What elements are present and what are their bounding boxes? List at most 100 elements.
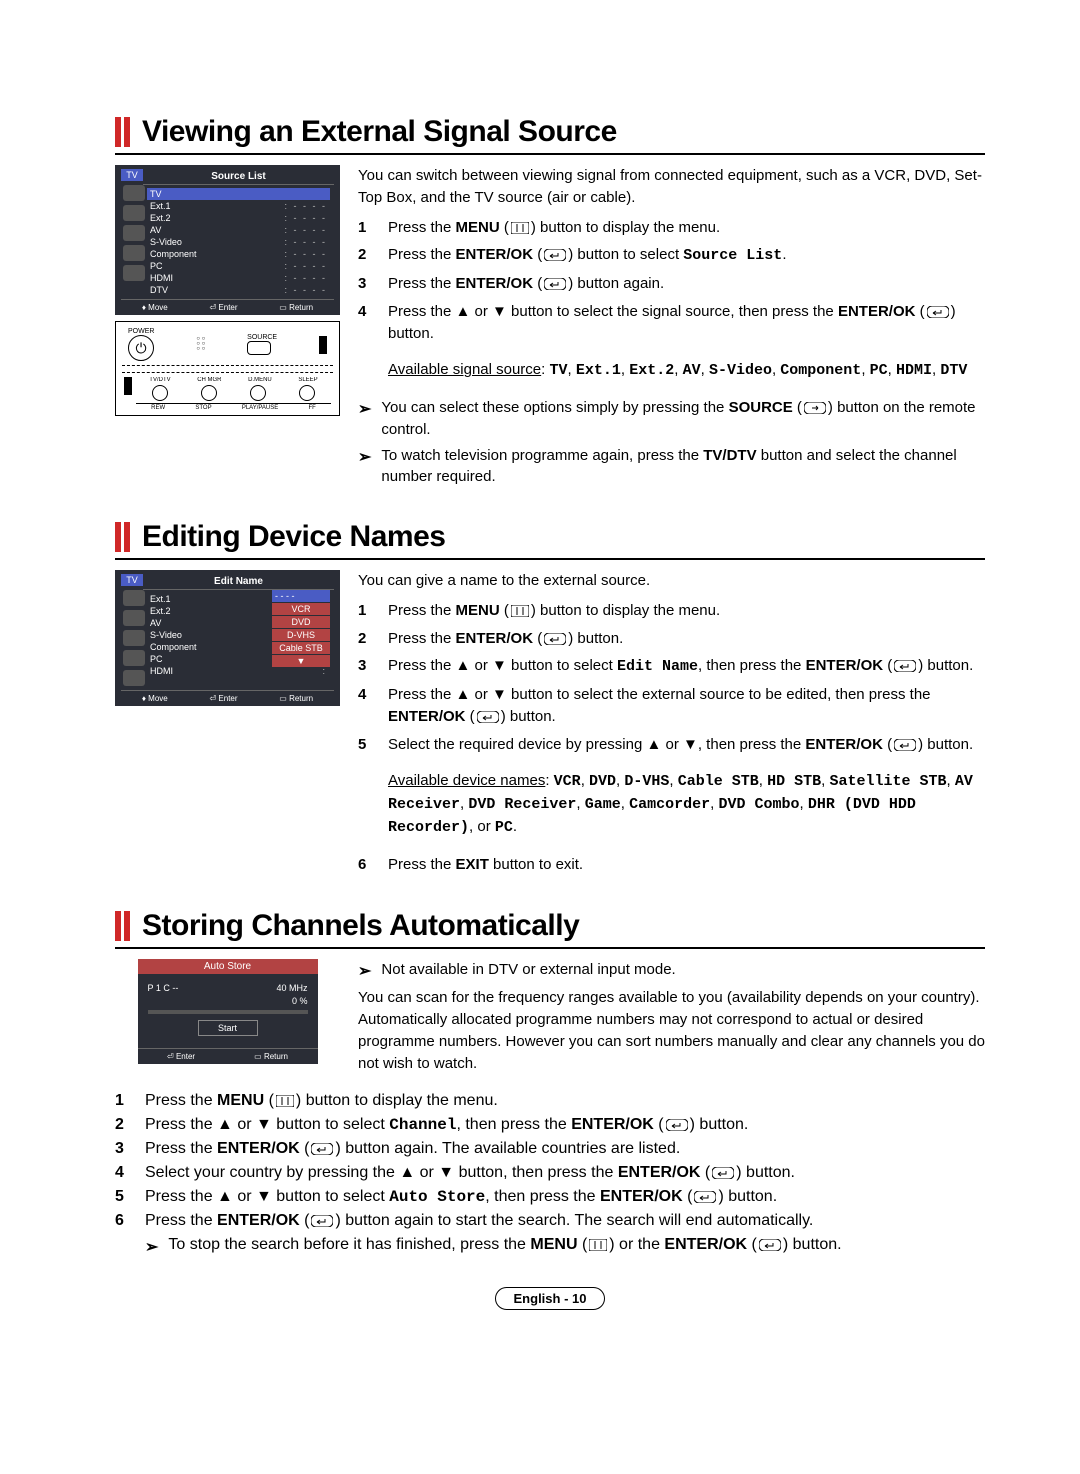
step-text: Press the ENTER/OK () button again to st… [145, 1212, 985, 1230]
step-number: 3 [358, 655, 374, 678]
osd-row: Ext.1: - - - - [147, 200, 330, 212]
remote-source-icon [247, 341, 271, 355]
step-text: Press the ▲ or ▼ button to select Auto S… [145, 1188, 985, 1206]
section-title-row: Storing Channels Automatically [115, 909, 985, 949]
step-text: Press the MENU () button to display the … [388, 600, 985, 622]
osd-foot-hint: ▭ Return [279, 303, 313, 312]
step-number: 2 [115, 1116, 131, 1134]
step-number: 4 [115, 1164, 131, 1182]
note-arrow-icon: ➢ [358, 446, 371, 489]
note-arrow-icon: ➢ [358, 960, 371, 983]
step-item: 2 Press the ENTER/OK () button to select … [358, 244, 985, 267]
remote-button-label: PLAY/PAUSE [242, 405, 278, 411]
step-item: 1Press the MENU () button to display the… [358, 217, 985, 239]
osd-foot-hint: ⏎ Enter [167, 1052, 195, 1061]
note-text: You can select these options simply by p… [381, 397, 985, 441]
note-row: ➢To watch television programme again, pr… [358, 445, 985, 489]
osd-foot-hint: ▭ Return [279, 694, 313, 703]
step-number: 4 [358, 684, 374, 728]
step-item: 6 Press the EXIT button to exit. [358, 854, 985, 876]
remote-diagram: POWER ○ ○○ ○○ ○ SOURCE TV/DTVC [115, 321, 340, 416]
remote-power-label: POWER [128, 328, 154, 335]
step-text: Press the ▲ or ▼ button to select Channe… [145, 1116, 985, 1134]
remote-arrow-icon-2 [124, 377, 132, 395]
step-text: Press the ENTER/OK () button again. The … [145, 1140, 985, 1158]
step-item: 5 Press the ▲ or ▼ button to select Auto … [115, 1188, 985, 1206]
step-item: 3Press the ENTER/OK () button again. The… [115, 1140, 985, 1158]
step-item: 3Press the ENTER/OK () button again. [358, 273, 985, 295]
step-number: 2 [358, 244, 374, 267]
osd-prog-label: P 1 C -- [148, 983, 179, 993]
osd-edit-name: TV Edit Name Ext.1:Ext.2:AV:S-Video:Comp… [115, 570, 340, 706]
title-bars-icon [115, 117, 130, 149]
section-title: Storing Channels Automatically [142, 909, 579, 943]
section3-intro: You can scan for the frequency ranges av… [358, 987, 985, 1074]
osd-popup-item: VCR [272, 603, 330, 615]
section-title: Viewing an External Signal Source [142, 115, 617, 149]
enter-icon [710, 1167, 736, 1179]
osd-row: HDMI: - - - - [147, 272, 330, 284]
osd-auto-store: Auto Store P 1 C -- 40 MHz 0 % Start ⏎ E… [138, 959, 318, 1064]
title-bars-icon [115, 911, 130, 943]
osd-row: Component: - - - - [147, 248, 330, 260]
section2-intro: You can give a name to the external sour… [358, 570, 985, 592]
step-text: Press the MENU () button to display the … [145, 1092, 985, 1110]
step-number: 1 [358, 600, 374, 622]
osd-row: DTV: - - - - [147, 284, 330, 296]
step-text: Select the required device by pressing ▲… [388, 734, 985, 756]
enter-icon [309, 1143, 335, 1155]
note-row: ➢ Not available in DTV or external input… [358, 959, 985, 983]
enter-icon [542, 249, 568, 261]
enter-icon [892, 660, 918, 672]
step-item: 1 Press the MENU () button to display the… [358, 600, 985, 622]
step-item: 2Press the ENTER/OK () button. [358, 628, 985, 650]
step-number: 6 [358, 854, 374, 876]
section1-intro: You can switch between viewing signal fr… [358, 165, 985, 209]
step-text: Select your country by pressing the ▲ or… [145, 1164, 985, 1182]
enter-icon [542, 633, 568, 645]
step-text: Press the ▲ or ▼ button to select the si… [388, 301, 985, 345]
osd-percent-value: 0 % [292, 996, 308, 1006]
step-text: Press the EXIT button to exit. [388, 854, 985, 876]
remote-arrow-icon [319, 336, 327, 354]
osd-title: Source List [143, 169, 334, 185]
section-title-row: Editing Device Names [115, 520, 985, 560]
osd-row: Ext.2: - - - - [147, 212, 330, 224]
menu-icon [509, 222, 531, 234]
osd-title: Edit Name [143, 574, 334, 590]
step-item: 4 Select your country by pressing the ▲ o… [115, 1164, 985, 1182]
page-footer: English - 10 [115, 1287, 985, 1310]
osd-popup-item: - - - - [272, 590, 330, 602]
step-item: 2 Press the ▲ or ▼ button to select Chann… [115, 1116, 985, 1134]
note-arrow-icon: ➢ [358, 398, 371, 441]
remote-button-label: STOP [195, 405, 211, 411]
osd-tv-tab: TV [121, 169, 143, 181]
remote-button-label: SLEEP [298, 377, 317, 383]
menu-icon [509, 605, 531, 617]
page-number-pill: English - 10 [495, 1287, 606, 1310]
step-item: 5Select the required device by pressing … [358, 734, 985, 756]
step-number: 5 [115, 1188, 131, 1206]
section-title-row: Viewing an External Signal Source [115, 115, 985, 155]
section-viewing-external: Viewing an External Signal Source TV Sou [115, 115, 985, 492]
remote-button-label: CH MGR [197, 377, 221, 383]
step-text: Press the ENTER/OK () button to select S… [388, 244, 985, 267]
osd-popup-item: Cable STB [272, 642, 330, 654]
note-text: To stop the search before it has finishe… [168, 1236, 985, 1257]
osd-freq-value: 40 MHz [276, 983, 307, 993]
enter-icon [475, 711, 501, 723]
remote-button-label: D.MENU [248, 377, 272, 383]
section-storing-channels: Storing Channels Automatically Auto Stor… [115, 909, 985, 1257]
step-text: Press the ▲ or ▼ button to select Edit N… [388, 655, 985, 678]
step-text: Press the ▲ or ▼ button to select the ex… [388, 684, 985, 728]
step-text: Press the MENU () button to display the … [388, 217, 985, 239]
enter-icon [892, 739, 918, 751]
osd-popup-arrow-icon: ▼ [272, 655, 330, 667]
menu-icon [274, 1095, 296, 1107]
note-text: Not available in DTV or external input m… [381, 959, 985, 983]
available-device-names: Available device names: VCR, DVD, D-VHS,… [388, 770, 985, 838]
enter-icon [692, 1191, 718, 1203]
enter-icon [664, 1119, 690, 1131]
note-text: To watch television programme again, pre… [381, 445, 985, 489]
osd-tv-tab: TV [121, 574, 143, 586]
